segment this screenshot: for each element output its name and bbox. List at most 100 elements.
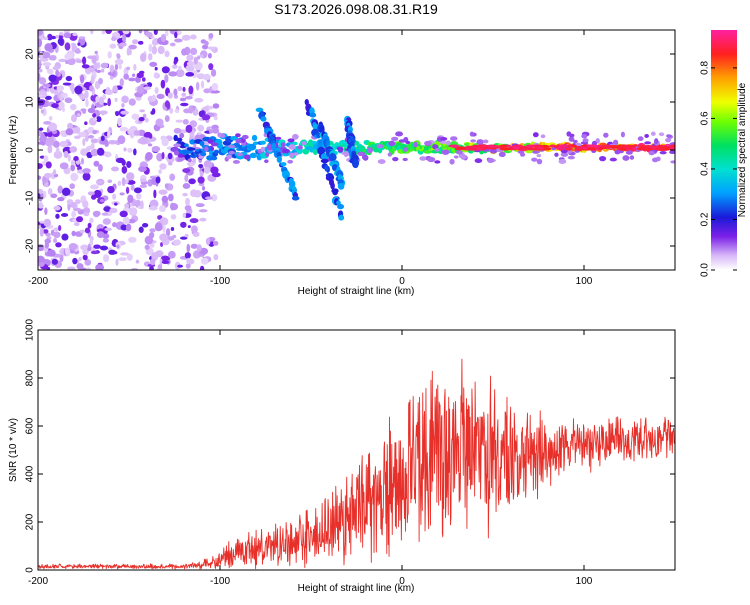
noise-blob [208,128,213,134]
noise-blob [92,113,97,118]
noise-blob [139,136,148,145]
noise-blob [207,105,214,110]
noise-blob [83,212,90,217]
carrier-halo [405,140,411,145]
noise-blob [101,212,109,216]
noise-blob [90,250,99,255]
noise-blob [77,42,81,46]
noise-blob [127,194,134,204]
noise-blob [153,189,157,199]
colorbar-tick-label: 0.4 [700,162,711,176]
x-tick-label: 0 [399,276,405,287]
carrier-halo [395,131,403,137]
sideband-blob [260,116,267,122]
noise-blob [167,250,176,259]
noise-blob [95,264,105,270]
noise-blob [199,54,204,58]
carrier-core [565,144,574,148]
carrier-halo [287,159,294,164]
noise-blob [67,57,76,66]
carrier-halo [637,136,644,142]
carrier-blob [189,139,196,145]
carrier-halo [476,139,484,146]
noise-blob [42,175,47,184]
noise-blob [38,203,45,209]
noise-blob [41,51,51,59]
noise-blob [200,257,209,265]
noise-blob [44,43,53,52]
noise-blob [149,228,156,233]
noise-blob [211,82,219,91]
carrier-blob [184,150,194,154]
carrier-halo [551,146,557,151]
noise-blob [151,94,156,102]
carrier-halo [487,157,495,164]
y-tick-label: 600 [25,417,36,434]
carrier-blob [213,149,219,154]
carrier-halo [287,138,295,143]
noise-blob [121,159,126,166]
noise-blob [93,244,101,249]
noise-blob [57,185,64,194]
noise-blob [58,58,68,63]
carrier-blob [176,137,183,142]
carrier-halo [264,159,269,164]
noise-blob [119,78,124,87]
noise-blob [194,97,204,103]
noise-blob [156,93,165,100]
sideband-blob [337,182,345,190]
noise-blob [153,30,158,35]
noise-blob [47,144,53,154]
carrier-halo [187,158,192,163]
snr-x-label: Height of straight line (km) [298,583,415,594]
spectrogram-y-ticks: -20 -10 0 10 20 [25,48,675,253]
noise-blob [38,163,43,169]
noise-blob [174,31,178,39]
noise-blob [201,114,211,121]
noise-blob [128,44,137,50]
carrier-halo [575,142,582,147]
noise-blob [135,259,140,264]
carrier-halo [599,156,607,162]
noise-blob [115,110,120,117]
carrier-blob [292,141,298,146]
noise-blob [95,69,102,74]
carrier-halo [620,131,625,138]
carrier-halo [658,132,665,137]
noise-blob [96,147,105,156]
noise-blob [195,81,200,91]
noise-blob [61,92,68,98]
carrier-halo [297,145,303,150]
noise-blob [82,138,86,147]
x-tick-label: 100 [576,576,593,587]
noise-blob [44,238,51,244]
carrier-core [466,145,478,149]
noise-blob [167,152,173,160]
noise-blob [100,135,105,141]
sideband-blob [316,132,321,139]
carrier-halo [210,142,219,147]
noise-blob [47,188,53,196]
noise-blob [53,140,60,148]
noise-blob [53,150,63,159]
noise-blob [169,42,176,47]
carrier-halo [572,139,578,144]
noise-blob [201,44,209,50]
carrier-halo [377,159,386,165]
noise-blob [85,98,89,108]
sideband-blob [328,153,337,162]
noise-blob [169,173,176,181]
noise-blob [189,120,198,128]
noise-blob [149,258,156,266]
noise-blob [182,168,191,174]
noise-blob [182,183,191,189]
noise-blob [46,68,54,75]
carrier-halo [177,153,184,159]
noise-blob [80,148,88,156]
noise-blob [107,179,113,183]
carrier-halo [474,158,483,164]
carrier-blob [200,152,207,157]
noise-blob [189,218,199,224]
noise-blob [182,119,189,125]
